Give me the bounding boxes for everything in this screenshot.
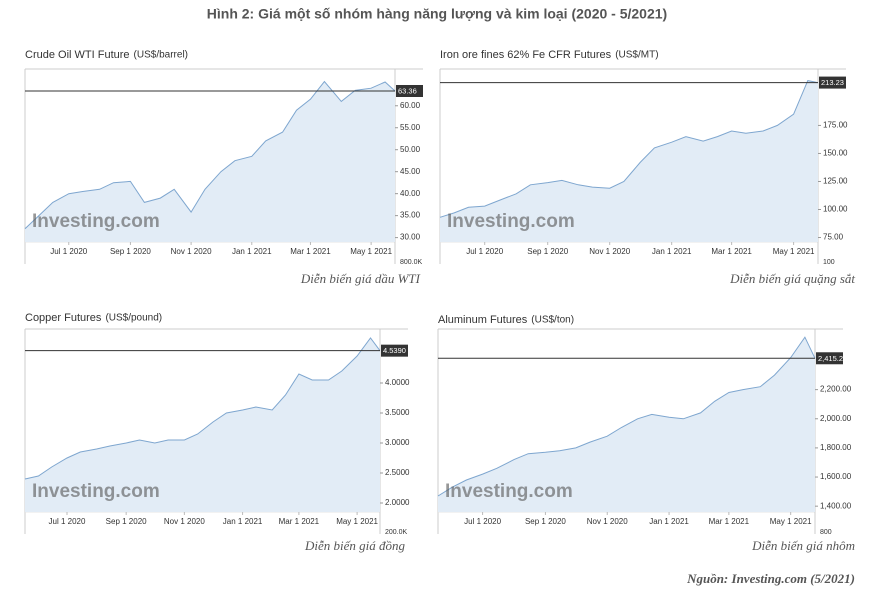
price-line <box>24 337 381 480</box>
y-tick-label: 1,600.00 <box>820 472 852 481</box>
price-line <box>24 80 396 230</box>
y-tick-label: 55.00 <box>400 123 421 132</box>
watermark: Investing.com <box>32 211 160 232</box>
chart-unit: (US$/MT) <box>615 50 658 61</box>
x-tick-label: Mar 1 2021 <box>709 517 750 526</box>
y-tick-label: 45.00 <box>400 167 421 176</box>
current-price-label: 4.5390 <box>383 346 406 355</box>
y-tick-label: 75.00 <box>823 233 844 242</box>
watermark: Investing.com <box>32 481 160 502</box>
y-tick-label: 1,800.00 <box>820 443 852 452</box>
x-tick-label: May 1 2021 <box>770 517 812 526</box>
y-tick-label: 2,200.00 <box>820 385 852 394</box>
volume-label: 100 <box>823 259 835 266</box>
chart-caption: Diễn biến giá nhôm <box>751 538 855 553</box>
chart-unit: (US$/barrel) <box>134 50 188 61</box>
x-tick-label: Sep 1 2020 <box>525 517 566 526</box>
x-tick-label: Mar 1 2021 <box>279 517 320 526</box>
watermark: Investing.com <box>447 211 575 232</box>
x-tick-label: Jan 1 2021 <box>232 247 272 256</box>
chart-caption: Diễn biến giá quặng sắt <box>729 271 855 286</box>
current-price-box <box>381 344 408 357</box>
y-tick-label: 3.5000 <box>385 408 410 417</box>
y-tick-label: 150.00 <box>823 149 848 158</box>
chart-title: Copper Futures <box>25 312 102 324</box>
price-line <box>437 336 816 497</box>
chart-title: Iron ore fines 62% Fe CFR Futures <box>440 49 612 61</box>
current-price-box <box>816 352 843 365</box>
x-tick-label: May 1 2021 <box>350 247 392 256</box>
x-tick-label: Sep 1 2020 <box>110 247 151 256</box>
y-tick-label: 30.00 <box>400 233 421 242</box>
y-tick-label: 60.00 <box>400 101 421 110</box>
x-tick-label: Jul 1 2020 <box>466 247 503 256</box>
x-tick-label: Nov 1 2020 <box>171 247 212 256</box>
current-price-box <box>819 76 846 89</box>
x-tick-label: Mar 1 2021 <box>711 247 752 256</box>
current-price-label: 213.23 <box>821 78 844 87</box>
y-tick-label: 3.0000 <box>385 438 410 447</box>
x-tick-label: Mar 1 2021 <box>290 247 331 256</box>
y-tick-label: 100.00 <box>823 205 848 214</box>
area <box>25 81 395 242</box>
x-tick-label: Jul 1 2020 <box>50 247 87 256</box>
y-tick-label: 125.00 <box>823 177 848 186</box>
y-tick-label: 1,400.00 <box>820 501 852 510</box>
x-tick-label: Jul 1 2020 <box>49 517 86 526</box>
price-line <box>439 80 819 218</box>
x-tick-label: May 1 2021 <box>336 517 378 526</box>
chart-unit: (US$/pound) <box>105 313 162 324</box>
x-tick-label: Sep 1 2020 <box>106 517 147 526</box>
y-tick-label: 4.0000 <box>385 378 410 387</box>
x-tick-label: Jan 1 2021 <box>223 517 263 526</box>
area <box>440 80 818 242</box>
y-tick-label: 35.00 <box>400 211 421 220</box>
area <box>438 337 815 512</box>
volume-label: 800 <box>820 529 832 536</box>
x-tick-label: May 1 2021 <box>773 247 815 256</box>
y-tick-label: 50.00 <box>400 145 421 154</box>
x-tick-label: Nov 1 2020 <box>589 247 630 256</box>
current-price-box <box>396 84 423 97</box>
y-tick-label: 2.0000 <box>385 498 410 507</box>
x-tick-label: Nov 1 2020 <box>164 517 205 526</box>
x-tick-label: Jan 1 2021 <box>649 517 689 526</box>
area <box>25 338 380 512</box>
y-tick-label: 40.00 <box>400 189 421 198</box>
figure-title: Hình 2: Giá một số nhóm hàng năng lượng … <box>207 6 667 22</box>
chart-title: Aluminum Futures <box>438 314 528 326</box>
current-price-label: 63.36 <box>398 86 417 95</box>
x-tick-label: Jul 1 2020 <box>464 517 501 526</box>
x-tick-label: Nov 1 2020 <box>587 517 628 526</box>
chart-caption: Diễn biến giá dầu WTI <box>300 271 421 286</box>
source: Nguồn: Investing.com (5/2021) <box>686 571 855 586</box>
y-tick-label: 2,000.00 <box>820 414 852 423</box>
volume-label: 200.0K <box>385 529 408 536</box>
current-price-label: 2,415.25 <box>818 354 847 363</box>
watermark: Investing.com <box>445 481 573 502</box>
y-tick-label: 2.5000 <box>385 468 410 477</box>
y-tick-label: 175.00 <box>823 121 848 130</box>
chart-title: Crude Oil WTI Future <box>25 49 130 61</box>
chart-caption: Diễn biến giá đồng <box>304 538 406 553</box>
x-tick-label: Sep 1 2020 <box>527 247 568 256</box>
volume-label: 800.0K <box>400 259 423 266</box>
x-tick-label: Jan 1 2021 <box>652 247 692 256</box>
chart-unit: (US$/ton) <box>531 315 574 326</box>
